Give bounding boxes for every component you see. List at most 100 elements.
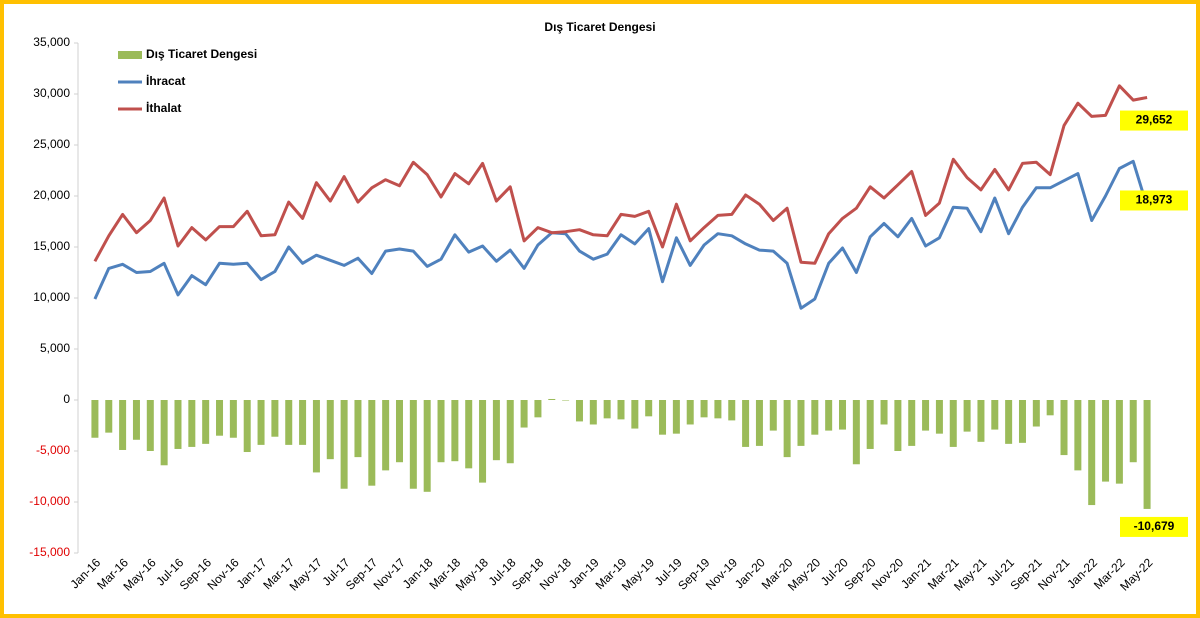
y-tick-label: 25,000 [33, 137, 70, 151]
bar [506, 400, 514, 464]
bar [1005, 400, 1013, 444]
legend-swatch [118, 51, 142, 59]
bar [548, 398, 556, 400]
bar [769, 400, 777, 431]
y-tick-label: -10,000 [29, 494, 70, 508]
bar [922, 400, 930, 431]
bar [105, 400, 113, 433]
bar [880, 400, 888, 425]
value-label: 29,652 [1136, 113, 1173, 127]
y-tick-label: 30,000 [33, 86, 70, 100]
y-tick-label: 15,000 [33, 239, 70, 253]
bar [326, 400, 334, 460]
bar [1088, 400, 1096, 506]
bar [908, 400, 916, 446]
y-tick-label: 0 [63, 392, 70, 406]
bar [825, 400, 833, 431]
bar [216, 400, 224, 436]
y-tick-label: 20,000 [33, 188, 70, 202]
bar [852, 400, 860, 465]
legend-label: İthalat [146, 100, 181, 115]
bar [686, 400, 694, 425]
bar [562, 400, 570, 401]
bar [1115, 400, 1123, 484]
bar [714, 400, 722, 419]
bar [742, 400, 750, 447]
bar [146, 400, 154, 451]
bar [866, 400, 874, 449]
bar [755, 400, 763, 446]
bar [160, 400, 168, 466]
bar [257, 400, 265, 445]
bar [1018, 400, 1026, 443]
bar [991, 400, 999, 430]
legend-label: Dış Ticaret Dengesi [146, 47, 257, 61]
bar [229, 400, 237, 438]
bar [1074, 400, 1082, 471]
bar [188, 400, 196, 447]
y-tick-label: 10,000 [33, 290, 70, 304]
y-tick-label: 5,000 [40, 341, 70, 355]
bar [534, 400, 542, 418]
line-series [93, 84, 1148, 265]
bar [340, 400, 348, 489]
bar [91, 400, 99, 438]
y-tick-label: -5,000 [36, 443, 70, 457]
bar [575, 400, 583, 422]
bar [437, 400, 445, 463]
bar [395, 400, 403, 463]
bar [368, 400, 376, 486]
bar [1046, 400, 1054, 416]
value-label: 18,973 [1136, 193, 1173, 207]
bar [963, 400, 971, 432]
y-tick-label: -15,000 [29, 545, 70, 559]
bar [1129, 400, 1137, 463]
bar [1102, 400, 1110, 482]
bar [797, 400, 805, 446]
bar [603, 400, 611, 419]
bar [645, 400, 653, 417]
bar [811, 400, 819, 435]
bar [174, 400, 182, 449]
bar [243, 400, 251, 453]
bar [1143, 400, 1151, 509]
y-tick-label: 35,000 [33, 35, 70, 49]
bar [949, 400, 957, 447]
bar [589, 400, 597, 425]
bar [728, 400, 736, 421]
bar [631, 400, 639, 429]
bar [465, 400, 473, 469]
bar [1032, 400, 1040, 427]
bar [935, 400, 943, 434]
bar [423, 400, 431, 492]
bar [672, 400, 680, 434]
chart-title: Dış Ticaret Dengesi [544, 20, 655, 34]
bar [1060, 400, 1068, 456]
bar [312, 400, 320, 473]
bar [700, 400, 708, 418]
bar [977, 400, 985, 442]
bar [202, 400, 210, 444]
bar [659, 400, 667, 435]
bar [839, 400, 847, 430]
value-label: -10,679 [1134, 519, 1175, 533]
bar [409, 400, 417, 489]
bar [271, 400, 279, 437]
value-label-bg [1120, 516, 1188, 537]
bar [520, 400, 528, 428]
value-label-bg [1120, 110, 1188, 131]
legend-label: İhracat [146, 73, 185, 88]
bar [479, 400, 487, 483]
bar [894, 400, 902, 451]
bar [492, 400, 500, 461]
line-series [93, 159, 1149, 310]
value-label-bg [1120, 190, 1188, 211]
bar [299, 400, 307, 445]
bar [451, 400, 459, 462]
bar [119, 400, 127, 450]
bar [132, 400, 140, 440]
bar [783, 400, 791, 458]
bar [285, 400, 293, 445]
